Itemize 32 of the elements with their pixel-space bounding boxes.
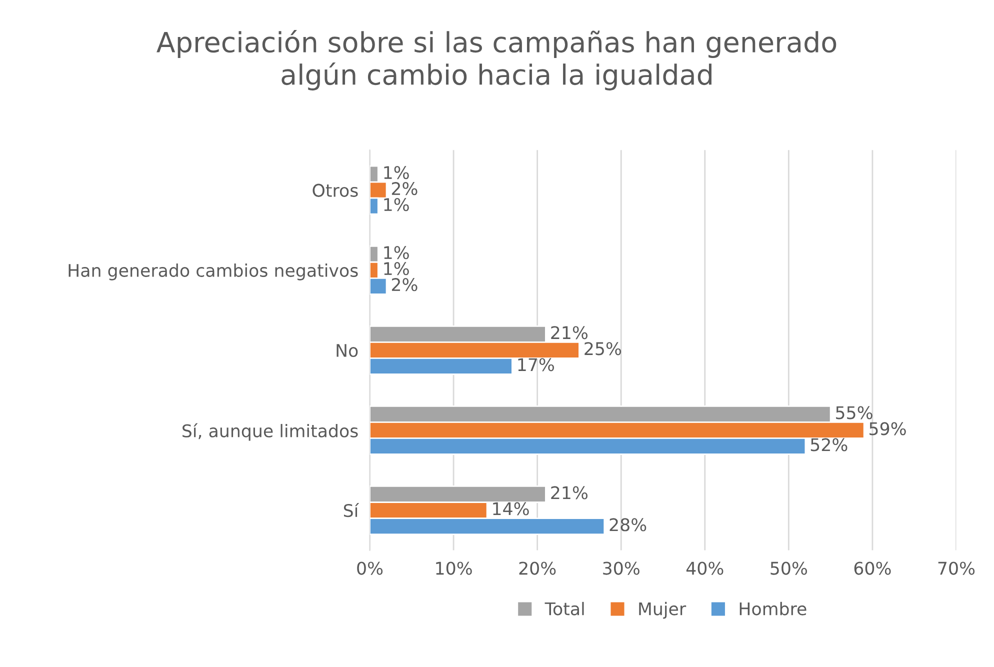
data-label: 25% (584, 342, 622, 356)
y-tick-label: Han generado cambios negativos (68, 264, 358, 280)
chart-title: Apreciación sobre si las campañas han generado algún cambio hacia la igualdad (156, 30, 836, 90)
x-tick-label: 0% (357, 562, 383, 575)
legend-label: Total (544, 602, 584, 616)
x-tick-label: 10% (436, 562, 472, 575)
data-label: 1% (384, 262, 409, 276)
data-label: 55% (836, 406, 872, 420)
legend-label: Mujer (639, 602, 686, 619)
data-label: 21% (551, 486, 588, 500)
data-label: 1% (384, 246, 409, 260)
data-label: 14% (493, 502, 529, 516)
x-tick-label: 30% (603, 562, 640, 575)
y-tick-label: Otros (312, 184, 358, 197)
x-tick-label: 70% (938, 562, 975, 575)
y-tick-label: No (336, 344, 358, 358)
data-label: 59% (870, 422, 906, 436)
data-label: 2% (392, 278, 418, 292)
data-label: 21% (551, 326, 588, 340)
legend-label: Hombre (740, 602, 806, 616)
x-tick-label: 50% (770, 562, 808, 575)
data-label: 1% (384, 166, 409, 180)
data-label: 28% (610, 518, 646, 532)
y-tick-label: Sí, aunque limitados (182, 423, 358, 441)
y-tick-label: Sí (344, 502, 360, 518)
data-label: 2% (392, 182, 418, 196)
x-tick-label: 20% (519, 562, 556, 575)
x-tick-label: 40% (686, 562, 724, 575)
data-label: 1% (384, 198, 409, 212)
x-tick-label: 60% (854, 562, 891, 575)
data-label: 17% (518, 358, 554, 372)
data-label: 52% (810, 438, 848, 452)
